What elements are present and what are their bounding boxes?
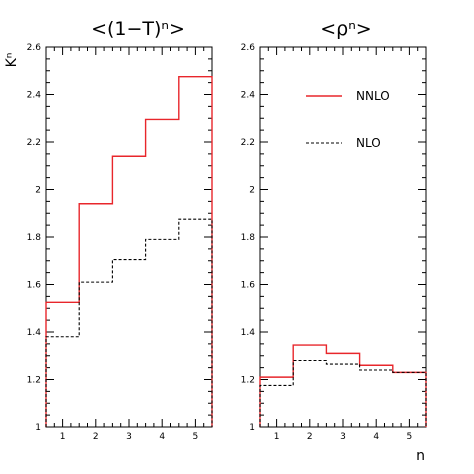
x-tick-label: 4 [373,432,379,442]
y-tick-label: 1.8 [241,233,256,243]
y-tick-label: 1.6 [27,281,42,291]
legend-label-nnlo: NNLO [356,89,390,103]
right-plot-frame [259,46,427,428]
series-nnlo-step-line [259,344,427,427]
y-tick-label: 2.4 [27,91,42,101]
x-tick-label: 3 [126,432,132,442]
y-tick-label: 2.2 [241,138,255,148]
series-nnlo-step-line [45,75,213,427]
x-tick-label: 5 [407,432,413,442]
right-x-ticks: 1 2 3 4 5 [259,47,427,442]
y-tick-label: 2.6 [27,43,42,53]
left-y-axis-label: Kⁿ [4,53,20,68]
left-series [45,75,213,427]
x-tick-label: 3 [340,432,346,442]
series-nlo-step-line [45,218,213,427]
y-tick-label: 2.2 [27,138,41,148]
y-tick-label: 1.6 [241,281,256,291]
right-panel: <ρⁿ> 1 1.2 1.4 1.6 1.8 2 2.2 2.4 2.6 1 2 3 4 5 NNLO … [241,18,427,464]
right-y-ticks: 1 1.2 1.4 1.6 1.8 2 2.2 2.4 2.6 [241,43,426,433]
right-x-axis-label: n [416,448,425,464]
y-tick-label: 2 [35,186,41,196]
left-y-ticks: 1 1.2 1.4 1.6 1.8 2 2.2 2.4 2.6 [27,43,212,433]
x-tick-label: 4 [159,432,165,442]
x-tick-label: 5 [193,432,199,442]
y-tick-label: 1.4 [27,328,42,338]
y-tick-label: 1 [35,423,41,433]
y-tick-label: 1.2 [27,376,41,386]
legend: NNLO NLO [306,89,390,150]
right-panel-title: <ρⁿ> [320,18,371,40]
right-series [259,344,427,427]
y-tick-label: 1 [249,423,255,433]
y-tick-label: 1.8 [27,233,42,243]
y-tick-label: 1.4 [241,328,256,338]
y-tick-label: 2 [249,186,255,196]
left-x-ticks: 1 2 3 4 5 [45,47,213,442]
y-tick-label: 2.4 [241,91,256,101]
y-tick-label: 1.2 [241,376,255,386]
left-panel-title: <(1−T)ⁿ> [91,18,185,40]
left-panel: <(1−T)ⁿ> Kⁿ 1 1.2 1.4 1.6 1.8 2 2.2 2.4 2.6 1 2 3 4… [4,18,213,442]
legend-label-nlo: NLO [356,136,381,150]
x-tick-label: 1 [274,432,280,442]
y-tick-label: 2.6 [241,43,256,53]
left-plot-frame [45,46,213,428]
series-nlo-step-line [259,359,427,427]
x-tick-label: 2 [307,432,313,442]
x-tick-label: 2 [93,432,99,442]
x-tick-label: 1 [60,432,66,442]
